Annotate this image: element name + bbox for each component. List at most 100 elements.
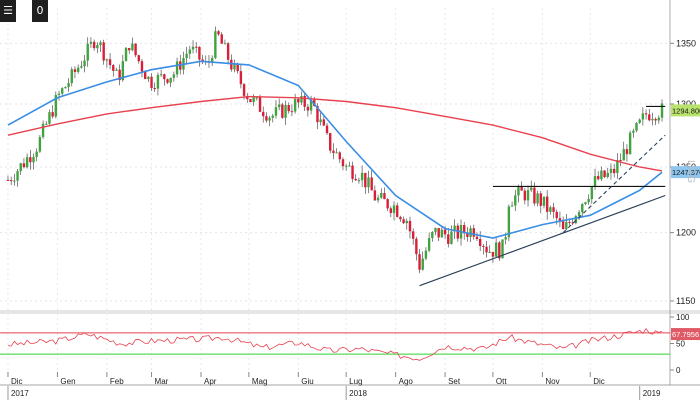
candle-down <box>281 102 284 119</box>
candle-up <box>45 121 48 125</box>
candle-down <box>163 73 166 86</box>
candle-down <box>408 216 412 239</box>
candle-down <box>498 240 501 261</box>
candle-up <box>48 109 51 127</box>
candle-up <box>590 186 594 204</box>
candle-up <box>159 69 163 77</box>
candle-up <box>38 134 42 153</box>
candle-down <box>150 73 153 92</box>
y-tick-label: 1200 <box>676 228 696 238</box>
candle-up <box>587 194 590 205</box>
candle-down <box>475 232 479 241</box>
candle-up <box>600 166 603 182</box>
candle-down <box>51 105 54 119</box>
candle-up <box>172 71 176 82</box>
candle-up <box>549 205 552 215</box>
candle-down <box>472 224 475 240</box>
candle-up <box>638 118 641 124</box>
candle-up <box>185 46 188 65</box>
candle-down <box>612 163 616 178</box>
candle-up <box>277 98 281 111</box>
candle-up <box>274 100 278 119</box>
x-axis: Dic Gen Feb Mar Apr Mag Giu Lug Ago Set Ott Nov Dic 2… <box>0 372 700 400</box>
candle-down <box>402 216 405 224</box>
candle-up <box>319 112 322 126</box>
candle-up <box>57 90 61 101</box>
candle-down <box>220 32 223 44</box>
candle-up <box>616 153 619 179</box>
candle-down <box>447 228 450 248</box>
x-tick-label: Set <box>448 377 461 386</box>
candle-down <box>364 172 367 194</box>
x-tick-label: Mar <box>155 377 169 386</box>
candle-up <box>427 232 431 253</box>
y-tick-label: 1350 <box>676 38 696 48</box>
trendline-trend <box>562 134 666 234</box>
candle-down <box>571 219 574 226</box>
candle-up <box>99 40 102 52</box>
candle-up <box>542 196 546 209</box>
candle-up <box>64 86 67 89</box>
candle-down <box>329 132 332 154</box>
candle-down <box>386 198 389 211</box>
candle-down <box>102 39 105 65</box>
candle-up <box>517 184 520 203</box>
candle-down <box>108 52 112 70</box>
candle-down <box>303 91 306 112</box>
candle-up <box>19 162 22 176</box>
x-tick-label: Lug <box>349 377 362 386</box>
y-tick-label: 1300 <box>676 99 696 109</box>
candle-up <box>434 227 437 236</box>
candle-down <box>418 249 421 274</box>
candle-up <box>96 42 99 54</box>
candle-down <box>644 109 648 120</box>
candle-down <box>482 244 485 255</box>
menu-bars-icon[interactable]: ☰ <box>0 0 16 22</box>
candle-down <box>290 104 294 117</box>
zoom-reset-button[interactable]: 0 <box>32 0 48 22</box>
panel-divider <box>0 310 700 314</box>
candle-down <box>654 117 657 126</box>
candle-up <box>453 219 456 240</box>
candle-up <box>86 37 89 67</box>
candle-up <box>635 122 638 133</box>
candle-down <box>322 116 326 127</box>
candle-up <box>210 55 214 67</box>
candle-down <box>22 158 26 169</box>
x-tick-label: Mag <box>252 377 268 386</box>
value-tags: 1294.8000 1247.3762 <box>671 104 700 179</box>
ma-slow-line <box>7 95 663 172</box>
last-price-tag <box>671 104 700 117</box>
candle-down <box>118 64 121 86</box>
rsi-y-tick-label: 50 <box>676 340 685 349</box>
candle-down <box>246 92 249 103</box>
candle-down <box>437 228 440 242</box>
candle-down <box>354 174 357 182</box>
candle-down <box>166 78 169 85</box>
candle-down <box>249 98 252 103</box>
candle-up <box>335 148 338 154</box>
candle-up <box>67 78 70 92</box>
candle-down <box>539 190 542 214</box>
x-tick-label: Dic <box>11 377 23 386</box>
trendline-support <box>419 195 666 287</box>
candle-up <box>405 218 408 230</box>
candle-up <box>657 115 661 124</box>
candle-up <box>83 55 86 73</box>
candle-up <box>431 231 434 242</box>
candle-up <box>54 91 58 119</box>
candle-up <box>514 189 517 211</box>
candle-down <box>597 171 600 181</box>
candle-down <box>399 215 402 222</box>
candle-up <box>628 130 632 155</box>
candle-down <box>112 64 115 77</box>
candle-up <box>574 214 578 225</box>
candle-up <box>233 59 236 73</box>
year-label: 2019 <box>643 389 661 398</box>
ma-value-tag-text: 1247.3762 <box>672 168 700 177</box>
candle-down <box>153 82 156 92</box>
candle-down <box>411 228 415 245</box>
candle-up <box>632 128 635 138</box>
candle-up <box>76 64 80 74</box>
